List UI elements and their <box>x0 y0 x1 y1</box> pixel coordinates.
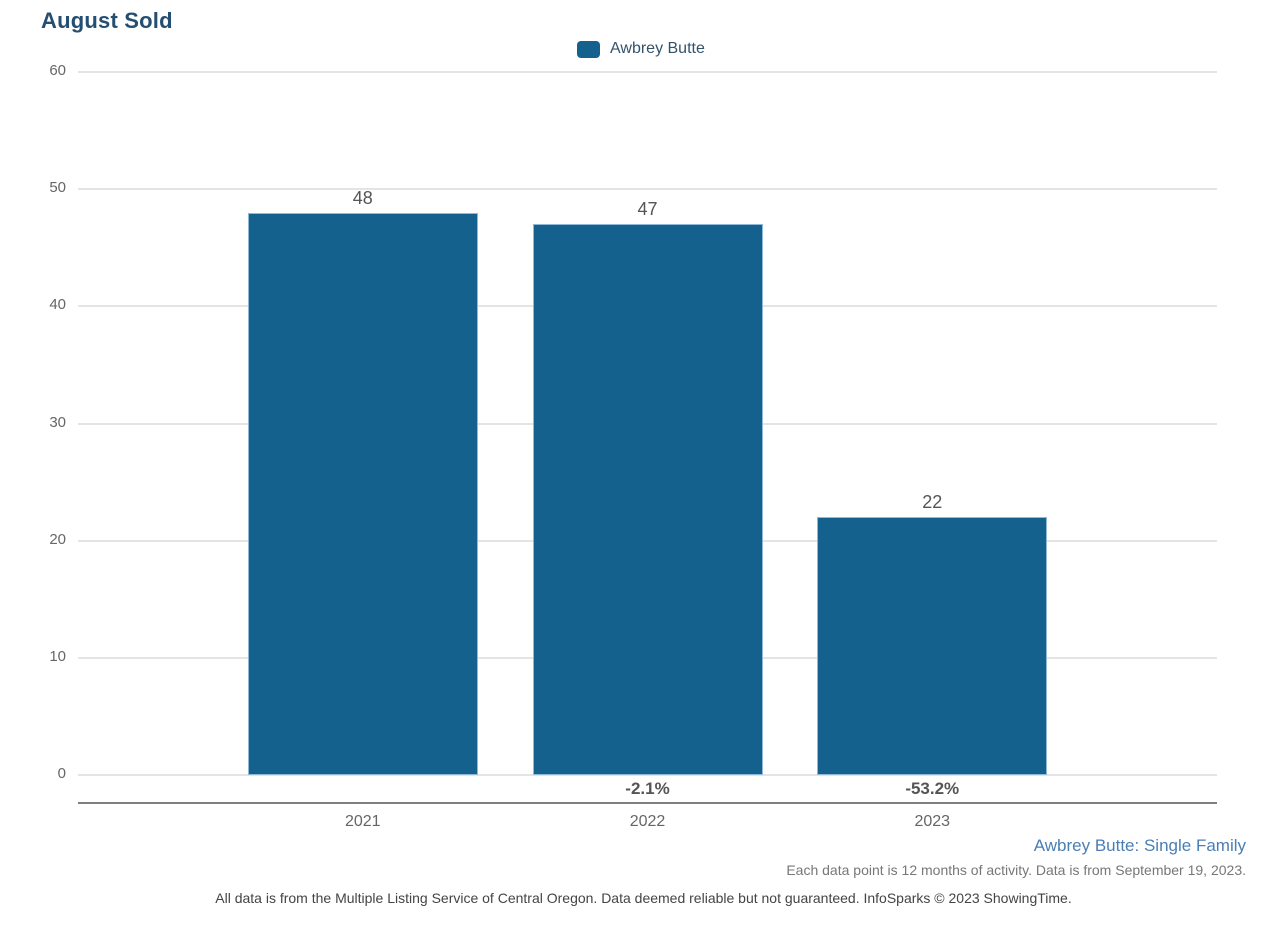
y-axis-tick-label: 0 <box>57 765 66 782</box>
x-axis-tick-label: 2022 <box>629 813 666 830</box>
bar-2022[interactable] <box>532 224 763 775</box>
y-axis-tick-label: 10 <box>49 647 66 665</box>
bar-2023[interactable] <box>817 517 1048 775</box>
gridline-0 <box>78 774 1217 776</box>
legend-label: Awbrey Butte <box>610 40 705 57</box>
y-axis-tick-label: 30 <box>49 413 66 431</box>
x-axis-tick-label: 2021 <box>344 813 381 830</box>
x-axis-tick-label: 2023 <box>914 813 951 830</box>
x-axis-line <box>78 802 1217 804</box>
activity-note: Each data point is 12 months of activity… <box>786 862 1246 878</box>
series-caption: Awbrey Butte: Single Family <box>1033 836 1246 855</box>
pct-change-label: -2.1% <box>625 779 670 798</box>
y-axis-tick-label: 20 <box>49 530 66 548</box>
data-disclaimer: All data is from the Multiple Listing Se… <box>215 890 1072 906</box>
gridline-60 <box>78 71 1217 73</box>
y-axis-tick-label: 60 <box>49 62 66 79</box>
bar-value-label: 22 <box>922 492 943 513</box>
gridline-50 <box>78 188 1217 191</box>
bar-value-label: 48 <box>352 187 373 208</box>
pct-change-label: -53.2% <box>905 779 960 798</box>
y-axis-tick-label: 40 <box>49 296 66 314</box>
page-title: August Sold <box>41 8 173 33</box>
y-axis-tick-label: 50 <box>49 179 66 197</box>
legend: Awbrey Butte <box>577 40 705 58</box>
bar-2021[interactable] <box>247 212 478 775</box>
legend-swatch-icon <box>577 40 600 58</box>
bar-value-label: 47 <box>637 199 658 220</box>
